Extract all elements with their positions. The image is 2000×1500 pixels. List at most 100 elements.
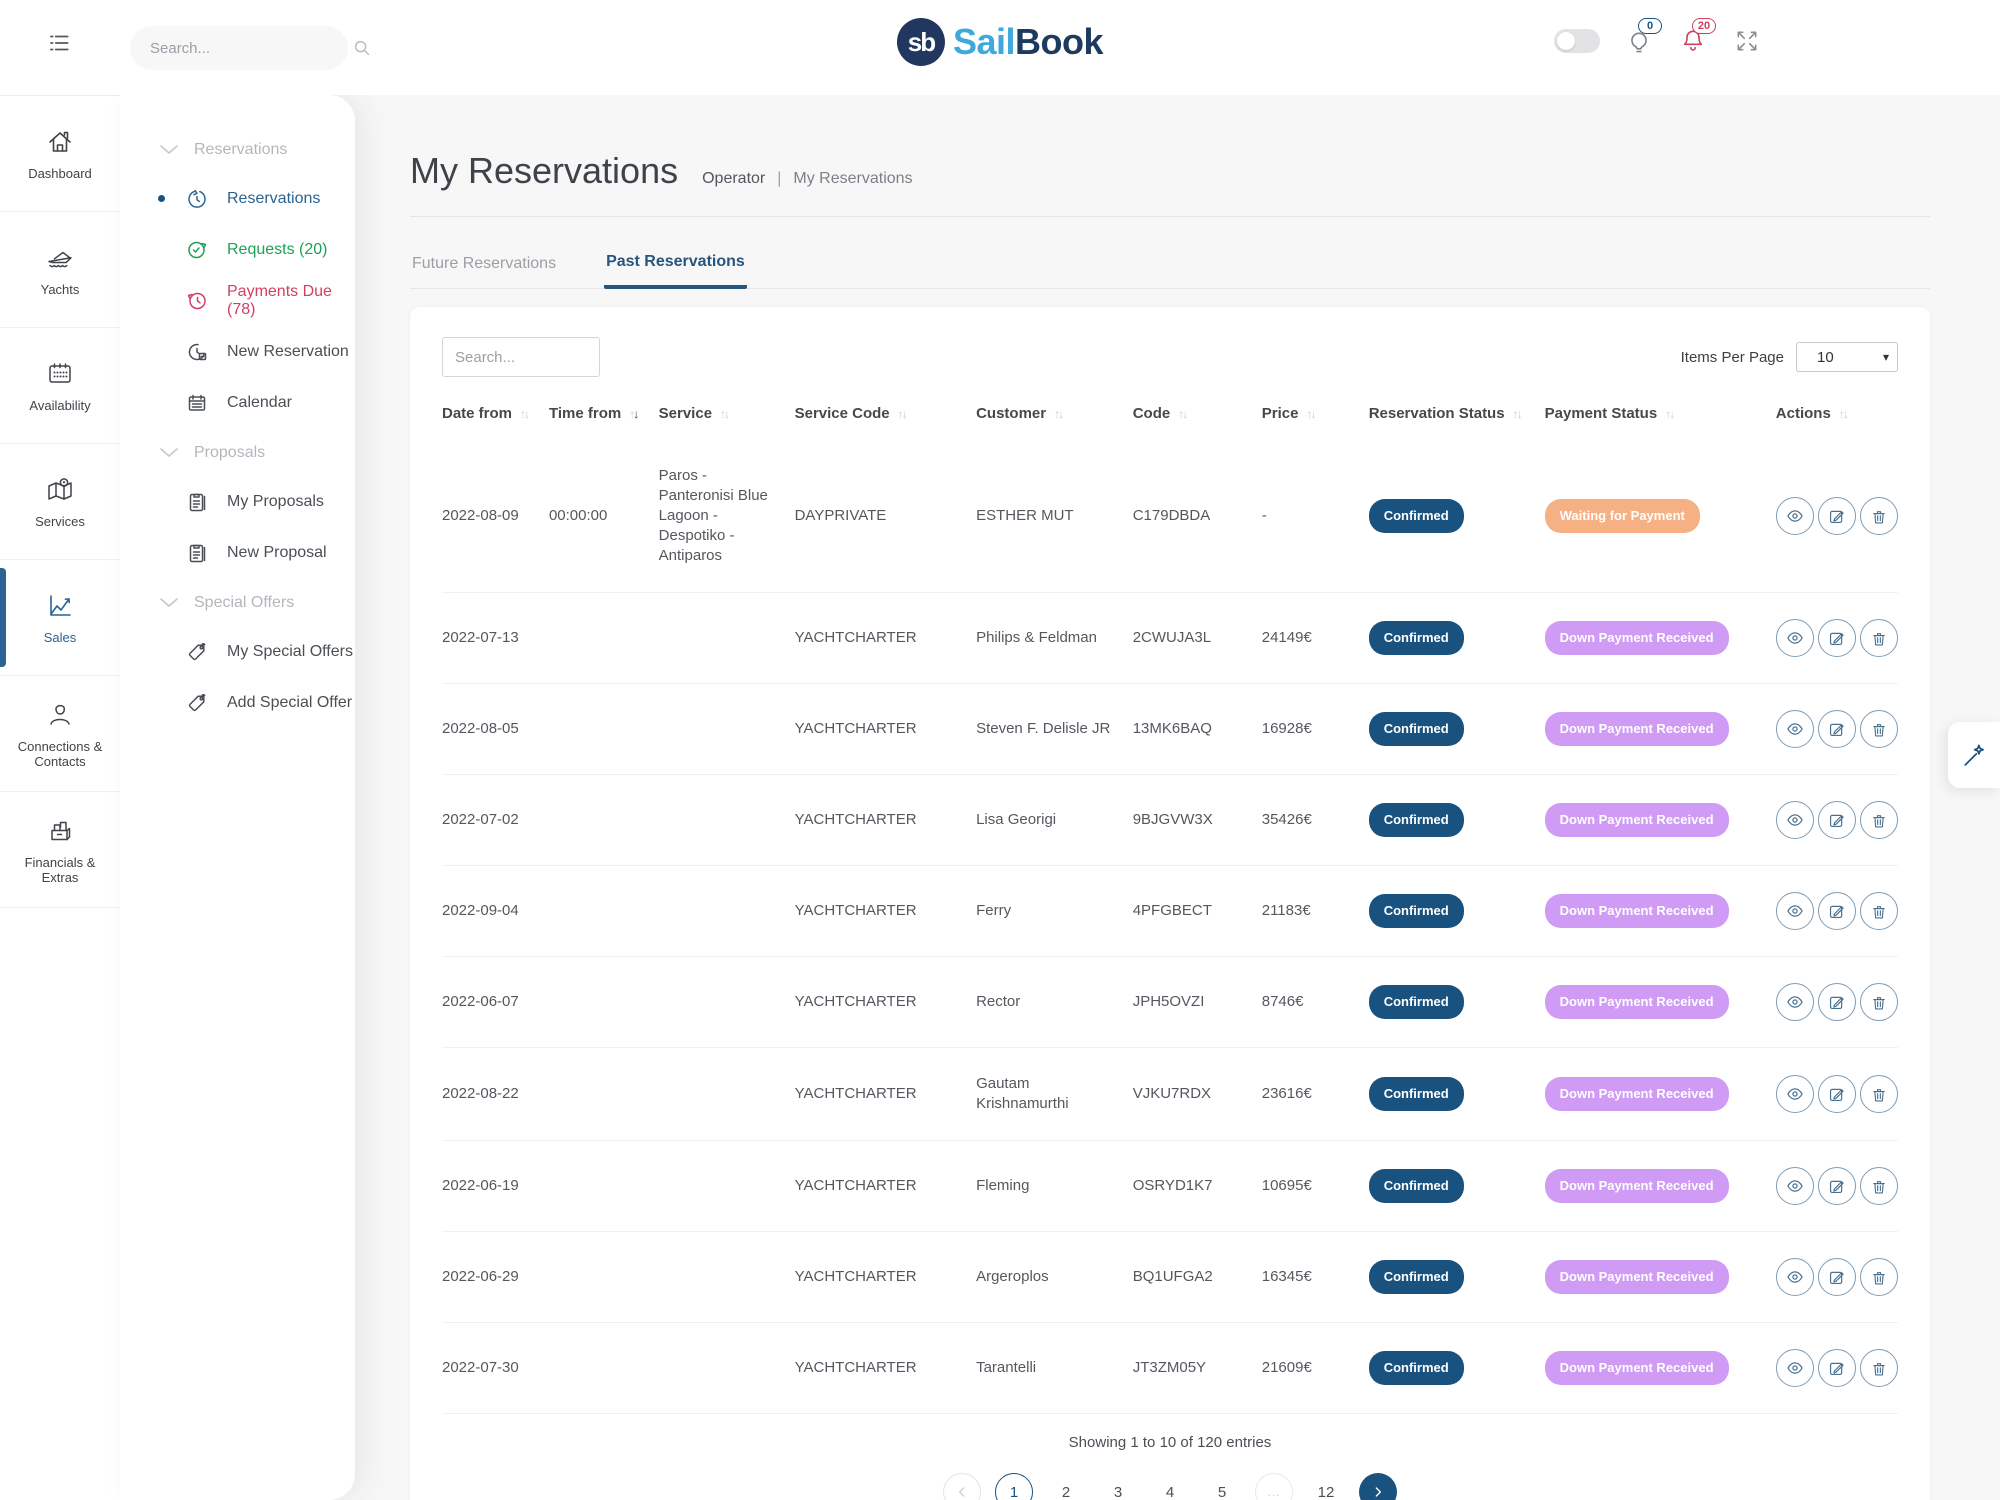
delete-button[interactable] — [1859, 1349, 1898, 1387]
notifications-button[interactable]: 20 — [1680, 18, 1716, 56]
pagination-page-1[interactable]: 1 — [995, 1473, 1033, 1500]
quick-actions-tab[interactable] — [1948, 722, 2000, 788]
pagination-page-3[interactable]: 3 — [1099, 1473, 1137, 1500]
column-header-service-code[interactable]: Service Code ↑ ↓ — [794, 405, 908, 422]
edit-button[interactable] — [1817, 892, 1856, 930]
subnav-item-requests[interactable]: Requests (20) — [120, 224, 355, 275]
sidebar-item-dashboard[interactable]: Dashboard — [0, 96, 120, 212]
sidebar-item-sales[interactable]: Sales — [0, 560, 120, 676]
pagination-page-2[interactable]: 2 — [1047, 1473, 1085, 1500]
view-button[interactable] — [1775, 1349, 1814, 1387]
tab-past-reservations[interactable]: Past Reservations — [604, 245, 747, 289]
global-search-input[interactable] — [148, 38, 351, 58]
tips-button[interactable]: 0 — [1626, 18, 1662, 56]
edit-icon — [1827, 720, 1846, 739]
edit-button[interactable] — [1817, 497, 1856, 535]
pagination-page-12[interactable]: 12 — [1307, 1473, 1345, 1500]
edit-button[interactable] — [1817, 1075, 1856, 1113]
delete-button[interactable] — [1859, 710, 1898, 748]
sidebar-item-connections-contacts[interactable]: Connections & Contacts — [0, 676, 120, 792]
table-row: 2022-07-02 YACHTCHARTER Lisa Georigi 9BJGVW… — [442, 774, 1898, 866]
edit-button[interactable] — [1817, 1167, 1856, 1205]
nav-group-reservations[interactable]: Reservations — [120, 125, 355, 173]
pagination-page-5[interactable]: 5 — [1203, 1473, 1241, 1500]
delete-button[interactable] — [1859, 1075, 1898, 1113]
column-header-service[interactable]: Service ↑ ↓ — [658, 405, 730, 422]
edit-button[interactable] — [1817, 710, 1856, 748]
column-header-payment-status[interactable]: Payment Status ↑ ↓ — [1544, 405, 1676, 422]
main-content: My Reservations Operator | My Reservatio… — [355, 95, 2000, 1500]
view-button[interactable] — [1775, 983, 1814, 1021]
edit-button[interactable] — [1817, 983, 1856, 1021]
pagination-prev-button[interactable] — [943, 1473, 981, 1500]
view-button[interactable] — [1775, 801, 1814, 839]
cell-service — [658, 592, 795, 684]
subnav-item-new-proposal[interactable]: New Proposal — [120, 527, 355, 578]
cell-code: 4PFGBECT — [1132, 865, 1262, 957]
delete-button[interactable] — [1859, 1258, 1898, 1296]
sort-icon: ↑ ↓ — [1838, 406, 1849, 421]
delete-button[interactable] — [1859, 892, 1898, 930]
column-header-customer[interactable]: Customer ↑ ↓ — [976, 405, 1064, 422]
column-header-actions[interactable]: Actions ↑ ↓ — [1775, 405, 1849, 422]
edit-icon — [1827, 1359, 1846, 1378]
subnav-item-new-reservation[interactable]: New Reservation — [120, 326, 355, 377]
pagination-page-4[interactable]: 4 — [1151, 1473, 1189, 1500]
table-row: 2022-06-29 YACHTCHARTER Argeroplos BQ1UFGA2… — [442, 1231, 1898, 1323]
subnav-item-add-special-offer[interactable]: Add Special Offer — [120, 677, 355, 728]
pagination-ellipsis[interactable]: ... — [1255, 1473, 1293, 1500]
table-row: 2022-09-04 YACHTCHARTER Ferry 4PFGBECT 21183… — [442, 865, 1898, 957]
theme-toggle[interactable] — [1554, 29, 1600, 53]
edit-button[interactable] — [1817, 619, 1856, 657]
table-search-input[interactable] — [442, 337, 600, 377]
view-button[interactable] — [1775, 1258, 1814, 1296]
edit-icon — [1827, 1085, 1846, 1104]
sidebar-item-services[interactable]: Services — [0, 444, 120, 560]
edit-icon — [1827, 993, 1846, 1012]
view-button[interactable] — [1775, 497, 1814, 535]
view-button[interactable] — [1775, 619, 1814, 657]
edit-button[interactable] — [1817, 1258, 1856, 1296]
subnav-item-calendar[interactable]: Calendar — [120, 377, 355, 428]
breadcrumb-root[interactable]: Operator — [702, 170, 766, 187]
nav-group-special-offers[interactable]: Special Offers — [120, 578, 355, 626]
view-button[interactable] — [1775, 1075, 1814, 1113]
delete-button[interactable] — [1859, 1167, 1898, 1205]
delete-button[interactable] — [1859, 983, 1898, 1021]
subnav-item-my-special-offers[interactable]: My Special Offers — [120, 626, 355, 677]
nav-group-proposals[interactable]: Proposals — [120, 428, 355, 476]
view-button[interactable] — [1775, 710, 1814, 748]
delete-button[interactable] — [1859, 801, 1898, 839]
fullscreen-button[interactable] — [1734, 28, 1760, 54]
subnav-item-payments-due[interactable]: Payments Due (78) — [120, 275, 355, 326]
view-button[interactable] — [1775, 1167, 1814, 1205]
edit-button[interactable] — [1817, 1349, 1856, 1387]
column-header-code[interactable]: Code ↑ ↓ — [1132, 405, 1189, 422]
subnav-item-reservations[interactable]: Reservations — [120, 173, 355, 224]
edit-button[interactable] — [1817, 801, 1856, 839]
tab-future-reservations[interactable]: Future Reservations — [410, 245, 558, 288]
cell-date-from: 2022-08-22 — [442, 1047, 549, 1141]
column-header-price[interactable]: Price ↑ ↓ — [1261, 405, 1317, 422]
edit-icon — [1827, 902, 1846, 921]
row-actions — [1775, 619, 1898, 657]
column-header-date-from[interactable]: Date from ↑ ↓ — [442, 405, 530, 422]
delete-button[interactable] — [1859, 619, 1898, 657]
view-button[interactable] — [1775, 892, 1814, 930]
cell-time-from — [548, 1231, 659, 1323]
items-per-page-select[interactable]: 10 ▾ — [1796, 342, 1898, 372]
eye-icon — [1785, 1176, 1805, 1196]
column-header-reservation-status[interactable]: Reservation Status ↑ ↓ — [1368, 405, 1523, 422]
pagination-next-button[interactable] — [1359, 1473, 1397, 1500]
sidebar-item-yachts[interactable]: Yachts — [0, 212, 120, 328]
sidebar-item-financials-extras[interactable]: Financials & Extras — [0, 792, 120, 908]
subnav-item-my-proposals[interactable]: My Proposals — [120, 476, 355, 527]
brand-logo: sb SailBook — [896, 18, 1104, 66]
items-per-page: Items Per Page 10 ▾ — [1681, 342, 1898, 372]
cell-customer: ESTHER MUT — [976, 440, 1133, 593]
trash-icon — [1870, 1359, 1888, 1378]
sidebar-item-availability[interactable]: Availability — [0, 328, 120, 444]
delete-button[interactable] — [1859, 497, 1898, 535]
menu-toggle-button[interactable] — [44, 30, 74, 56]
column-header-time-from[interactable]: Time from ↑ ↓ — [548, 405, 639, 422]
